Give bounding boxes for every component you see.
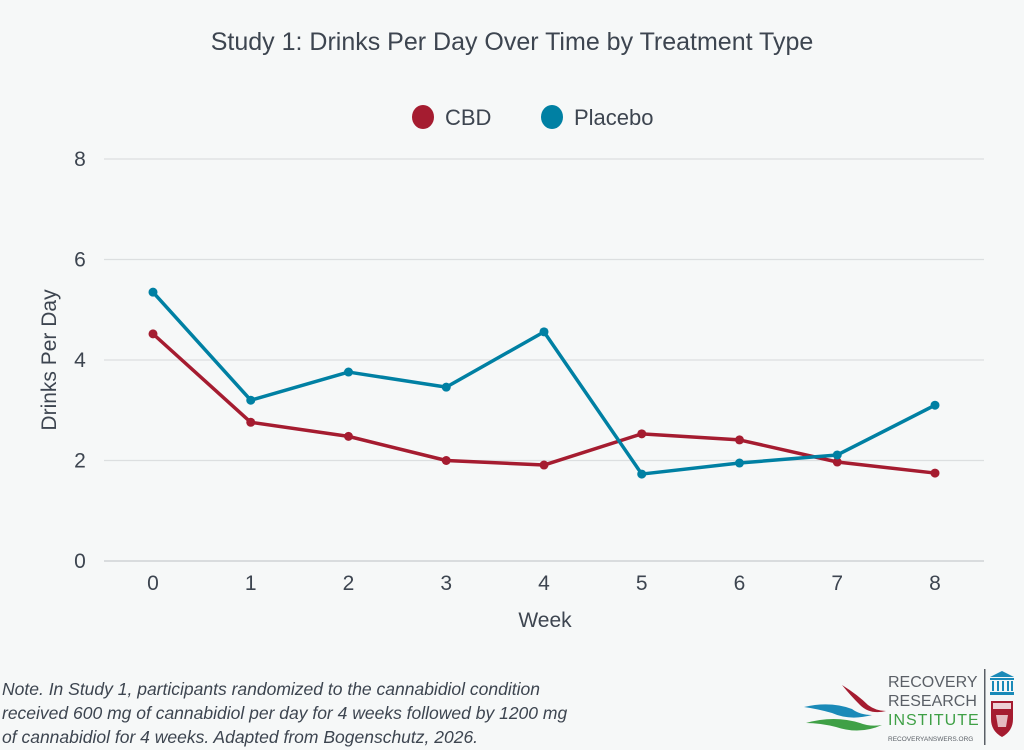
data-point[interactable]: [441, 456, 451, 465]
logo-line2: RESEARCH: [888, 693, 977, 710]
shield-emblem: [996, 715, 1008, 727]
y-tick-label: 2: [74, 450, 86, 473]
series-group: [148, 287, 940, 479]
x-tick-label: 3: [440, 572, 452, 595]
data-point[interactable]: [637, 429, 647, 439]
chart-note: Note. In Study 1, participants randomize…: [2, 677, 702, 749]
legend: CBD Placebo: [412, 105, 654, 130]
data-point[interactable]: [246, 395, 256, 405]
y-axis-ticks: 0 2 4 6 8: [74, 148, 86, 573]
y-tick-label: 0: [74, 550, 86, 573]
gridlines: [104, 158, 984, 562]
line-chart: Study 1: Drinks Per Day Over Time by Tre…: [38, 28, 984, 632]
logo-wave-green: [806, 719, 882, 731]
x-tick-label: 1: [245, 572, 257, 595]
logo-wave-red: [842, 685, 886, 713]
y-tick-label: 6: [74, 249, 86, 272]
data-point[interactable]: [735, 435, 744, 445]
x-tick-label: 5: [636, 572, 648, 595]
logo-line3: INSTITUTE: [888, 712, 980, 729]
data-point[interactable]: [441, 382, 451, 392]
series-line: [151, 290, 936, 476]
series-placebo: [148, 287, 940, 479]
data-point[interactable]: [246, 417, 256, 427]
data-point[interactable]: [344, 431, 353, 441]
data-point[interactable]: [344, 367, 353, 377]
series-cbd: [148, 329, 940, 478]
x-tick-label: 4: [538, 572, 550, 595]
data-point[interactable]: [930, 468, 940, 478]
logo-url: RECOVERYANSWERS.ORG: [888, 736, 973, 743]
data-point[interactable]: [832, 457, 842, 467]
data-point[interactable]: [832, 450, 842, 460]
building-icon: [990, 671, 1014, 695]
data-point[interactable]: [148, 287, 158, 297]
x-tick-label: 6: [734, 572, 746, 595]
shield-books: [993, 703, 1011, 709]
series-line: [151, 332, 936, 475]
logo-wave-blue: [804, 704, 872, 718]
x-axis-ticks: 0 1 2 3 4 5 6 7 8: [147, 572, 941, 595]
data-point[interactable]: [637, 469, 647, 479]
logo-divider: [984, 669, 986, 745]
note-line: received 600 mg of cannabidiol per day f…: [2, 703, 568, 723]
chart-title: Study 1: Drinks Per Day Over Time by Tre…: [211, 28, 814, 56]
y-tick-label: 8: [74, 148, 86, 171]
y-axis-label: Drinks Per Day: [38, 289, 61, 431]
x-tick-label: 7: [831, 572, 843, 595]
data-point[interactable]: [930, 400, 940, 410]
recovery-research-institute-logo: RECOVERY RESEARCH INSTITUTE RECOVERYANSW…: [804, 669, 1014, 745]
legend-marker-placebo: [541, 105, 563, 129]
y-tick-label: 4: [74, 349, 86, 372]
note-line: Note. In Study 1, participants randomize…: [2, 679, 540, 699]
x-tick-label: 8: [929, 572, 941, 595]
logo-line1: RECOVERY: [888, 674, 978, 691]
data-point[interactable]: [539, 327, 549, 337]
x-tick-label: 2: [343, 572, 355, 595]
data-point[interactable]: [148, 329, 158, 339]
legend-label-placebo[interactable]: Placebo: [574, 105, 654, 130]
data-point[interactable]: [735, 458, 744, 468]
legend-label-cbd[interactable]: CBD: [445, 105, 491, 130]
note-line: of cannabidiol for 4 weeks. Adapted from…: [2, 727, 479, 747]
data-point[interactable]: [539, 460, 549, 470]
x-tick-label: 0: [147, 572, 159, 595]
x-axis-label: Week: [518, 609, 572, 632]
legend-marker-cbd: [412, 105, 434, 129]
